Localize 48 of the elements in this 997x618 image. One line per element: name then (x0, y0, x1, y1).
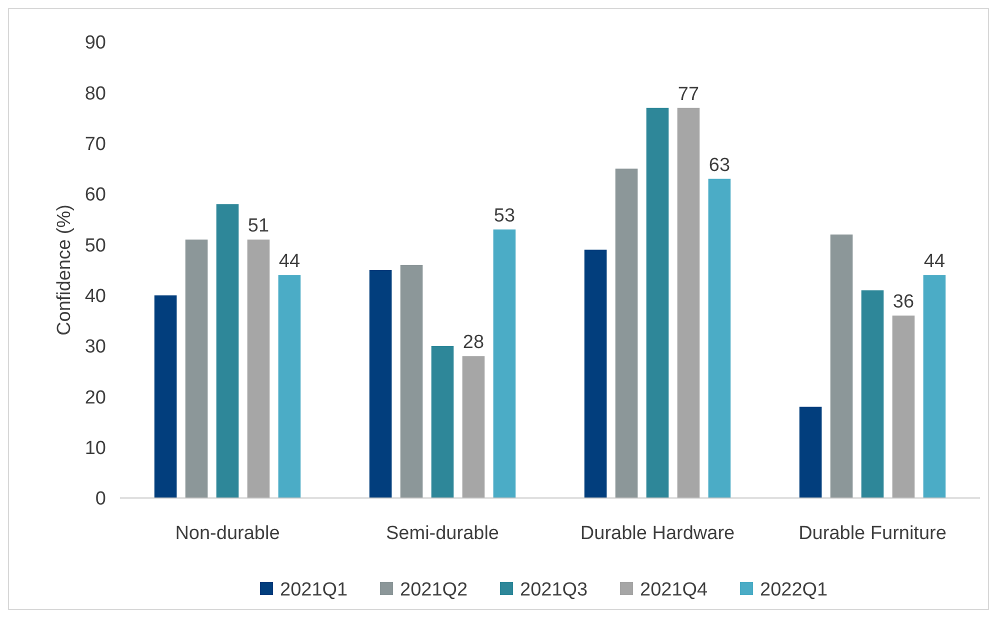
data-label: 77 (678, 84, 700, 105)
y-tick-label: 30 (84, 336, 106, 358)
y-tick-label: 40 (84, 286, 106, 307)
bar (923, 275, 946, 498)
data-label: 63 (708, 154, 730, 176)
y-tick-label: 60 (84, 184, 106, 206)
bar (154, 295, 177, 498)
bar (646, 108, 669, 498)
bar (615, 168, 638, 498)
y-tick-label: 70 (84, 134, 106, 155)
data-label: 28 (462, 332, 484, 354)
legend-label: 2021Q3 (520, 580, 588, 601)
y-axis-title: Confidence (%) (54, 204, 75, 336)
legend-label: 2021Q2 (400, 580, 468, 601)
legend-label: 2021Q4 (640, 580, 708, 601)
bar (216, 204, 239, 498)
bar (185, 240, 208, 498)
bar (708, 178, 731, 498)
bar (830, 234, 853, 498)
x-tick-label: Durable Hardware (580, 523, 735, 544)
y-tick-label: 80 (84, 83, 106, 104)
bar (584, 250, 607, 498)
y-tick-label: 50 (84, 235, 106, 256)
bar (431, 346, 454, 498)
y-tick-label: 0 (95, 488, 106, 510)
data-label: 51 (248, 216, 270, 237)
x-tick-label: Durable Furniture (798, 523, 946, 544)
bar (278, 275, 301, 498)
bar (369, 270, 392, 498)
data-label: 44 (924, 251, 946, 272)
bar (462, 356, 485, 498)
legend-label: 2022Q1 (760, 580, 828, 601)
bar (493, 229, 516, 498)
y-tick-label: 10 (84, 438, 106, 459)
bar (892, 316, 915, 498)
x-tick-label: Semi-durable (386, 523, 499, 544)
bar (247, 240, 270, 498)
y-tick-label: 20 (84, 387, 106, 408)
bar (400, 264, 423, 498)
data-label: 53 (494, 205, 516, 226)
bar (861, 290, 884, 498)
y-tick-label: 90 (84, 32, 106, 54)
bar (799, 406, 822, 498)
data-label: 36 (892, 292, 914, 313)
legend-label: 2021Q1 (280, 580, 348, 601)
x-tick-label: Non-durable (175, 523, 280, 544)
data-label: 44 (278, 251, 300, 272)
bar (677, 108, 700, 498)
